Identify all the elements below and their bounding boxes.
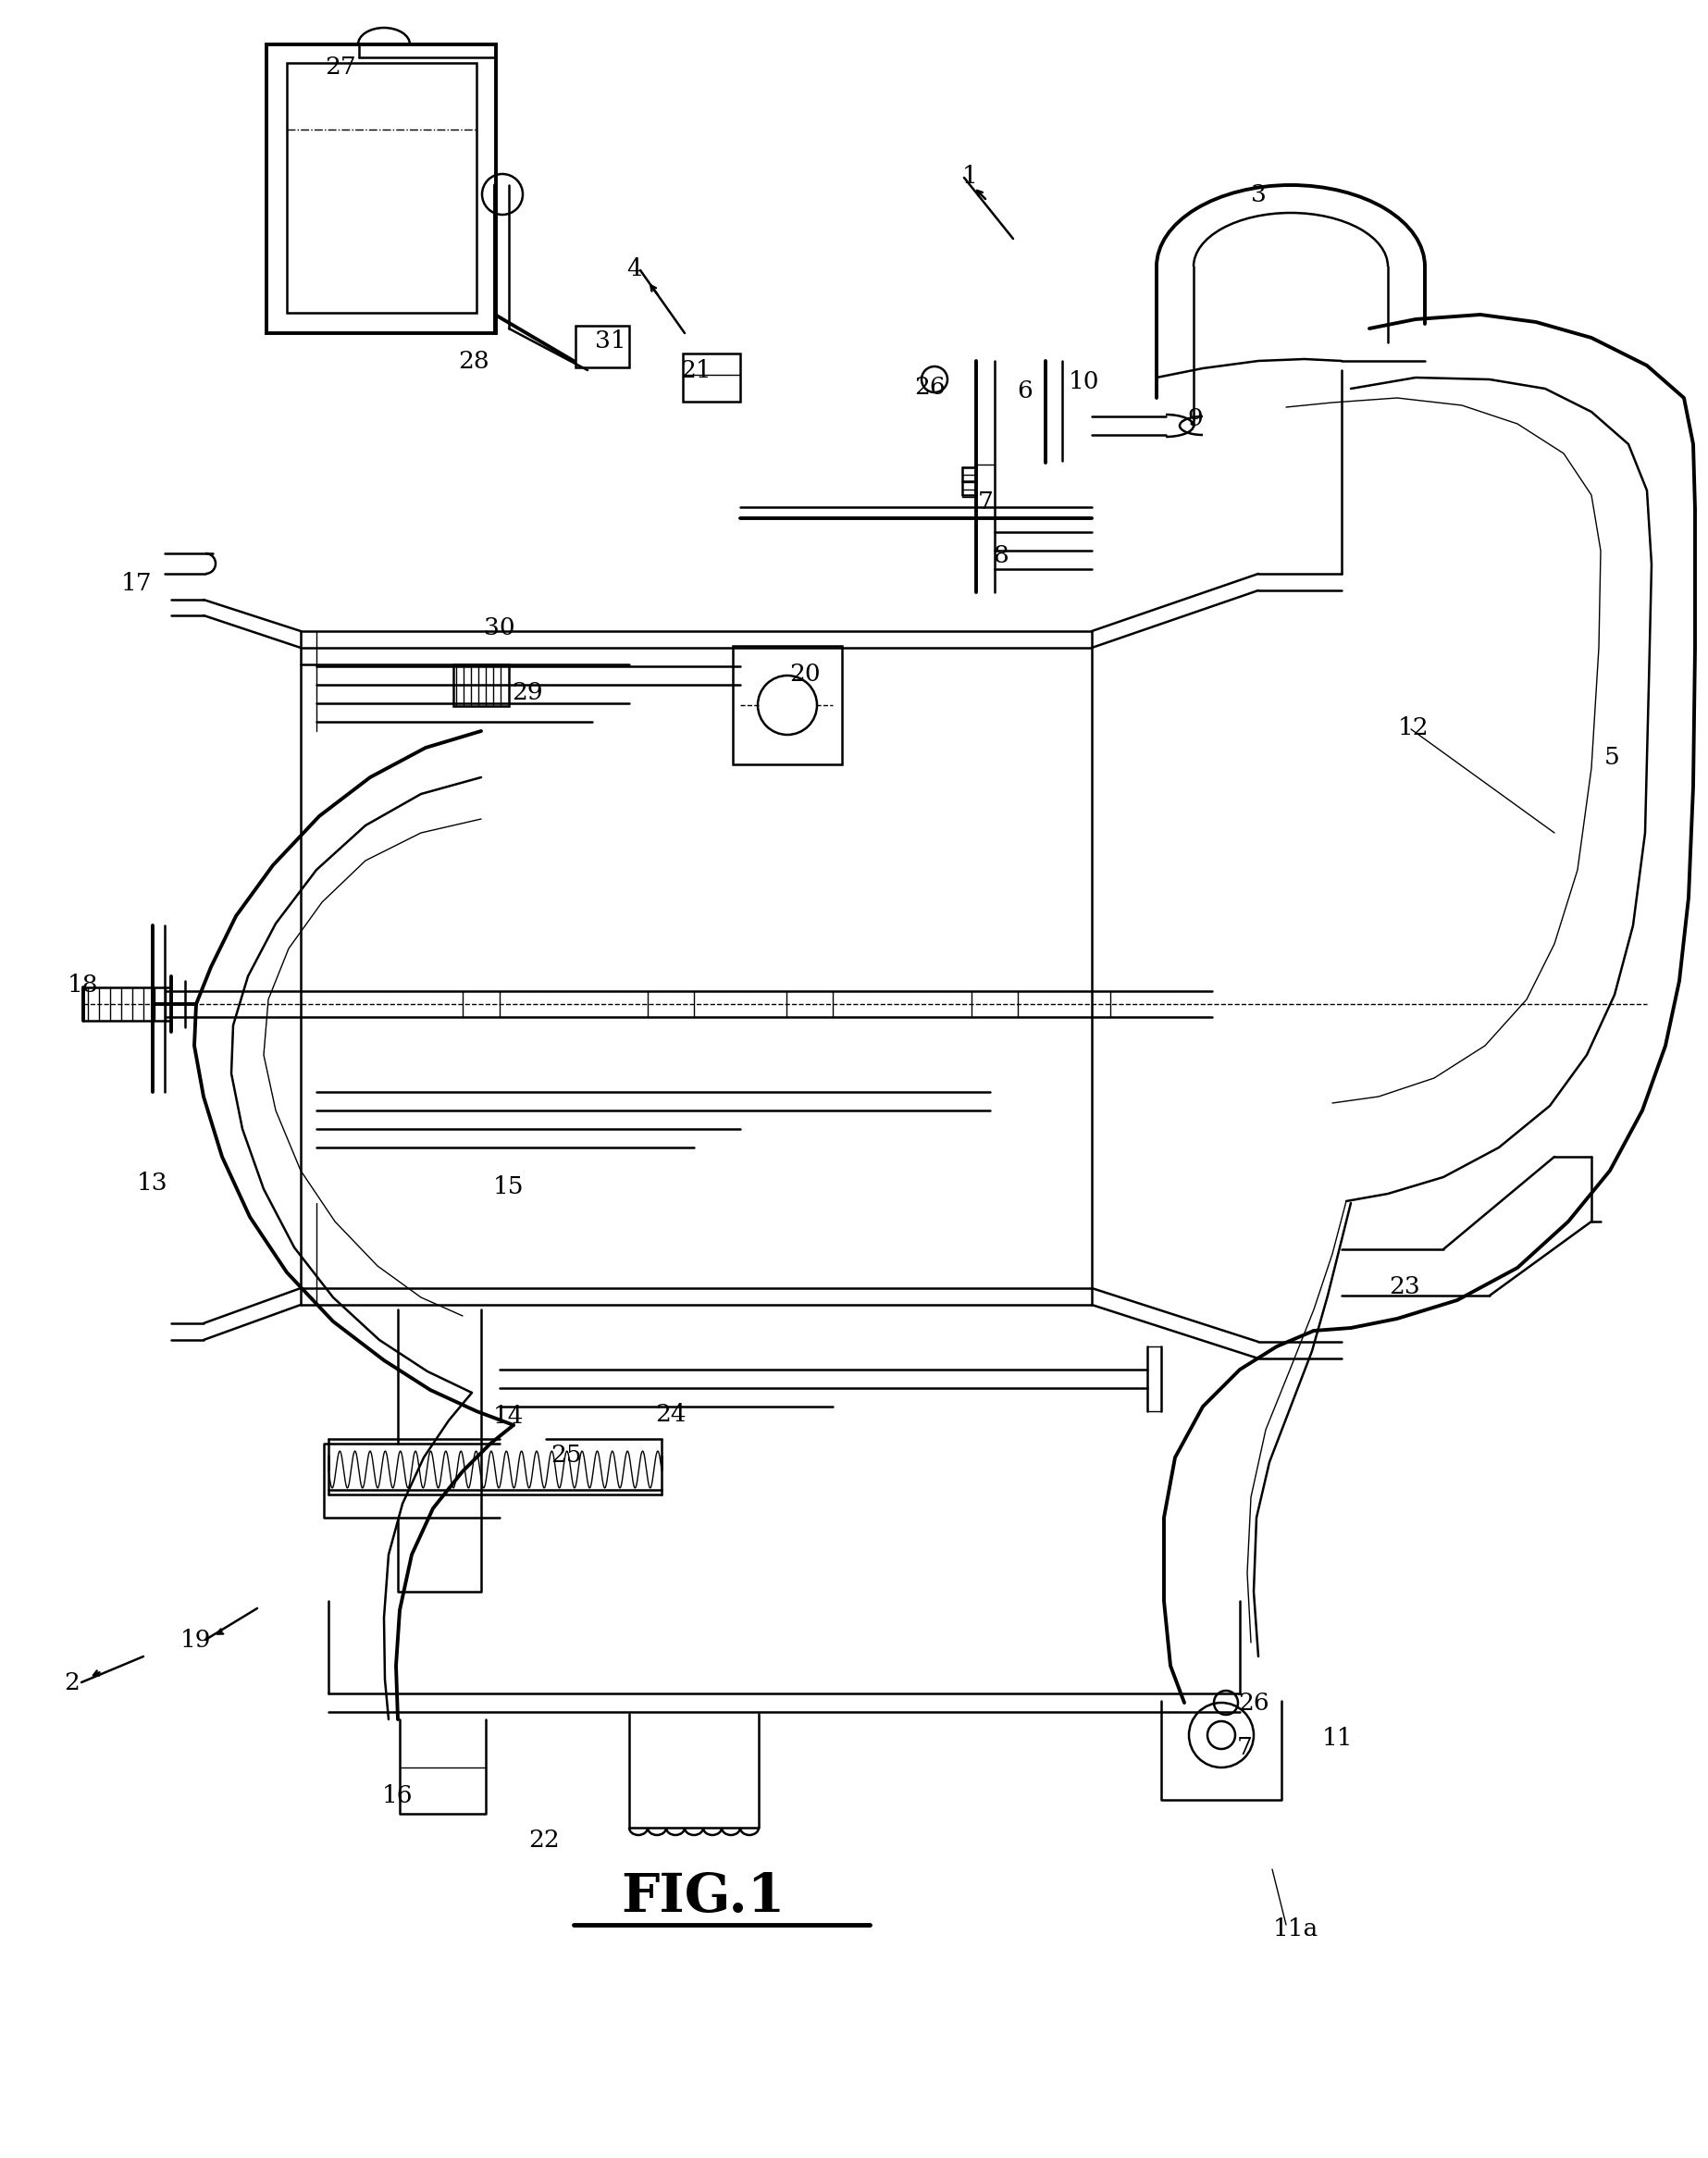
Text: 11: 11 [1322, 1726, 1353, 1750]
Text: 13: 13 [137, 1172, 167, 1193]
Text: 25: 25 [550, 1444, 582, 1465]
Text: 7: 7 [1237, 1735, 1252, 1759]
Text: 2: 2 [65, 1670, 80, 1694]
Text: 16: 16 [383, 1785, 413, 1806]
Text: 8: 8 [994, 544, 1009, 568]
Text: 23: 23 [1389, 1275, 1419, 1297]
Text: 29: 29 [512, 680, 543, 704]
Text: 1: 1 [962, 164, 977, 188]
Bar [733, 645, 842, 764]
Text: 30: 30 [483, 615, 516, 639]
Bar [576, 326, 629, 367]
Text: 3: 3 [1250, 183, 1266, 205]
Bar [453, 665, 509, 706]
Text: 26: 26 [1238, 1692, 1269, 1713]
Text: 12: 12 [1399, 716, 1430, 738]
Text: 9: 9 [1187, 406, 1202, 429]
Text: 21: 21 [680, 358, 711, 382]
Text: 20: 20 [789, 663, 820, 686]
Text: 24: 24 [656, 1403, 687, 1426]
Bar [287, 63, 477, 313]
Text: 15: 15 [494, 1174, 524, 1198]
Text: 22: 22 [528, 1828, 560, 1852]
Text: 27: 27 [325, 56, 355, 78]
Text: 14: 14 [494, 1405, 524, 1426]
Text: 7: 7 [977, 490, 992, 514]
Text: 17: 17 [121, 572, 152, 596]
Text: 26: 26 [914, 375, 946, 399]
Text: 18: 18 [68, 973, 99, 997]
Text: 31: 31 [594, 328, 627, 352]
Text: 6: 6 [1018, 380, 1033, 401]
Text: 11a: 11a [1272, 1918, 1319, 1940]
Text: 5: 5 [1604, 745, 1619, 768]
Text: 4: 4 [627, 257, 642, 281]
Text: FIG.1: FIG.1 [622, 1871, 786, 1923]
Bar [683, 354, 740, 401]
Text: 28: 28 [458, 350, 488, 373]
Text: 10: 10 [1069, 369, 1100, 393]
Bar [266, 45, 495, 332]
Text: 19: 19 [181, 1629, 212, 1651]
